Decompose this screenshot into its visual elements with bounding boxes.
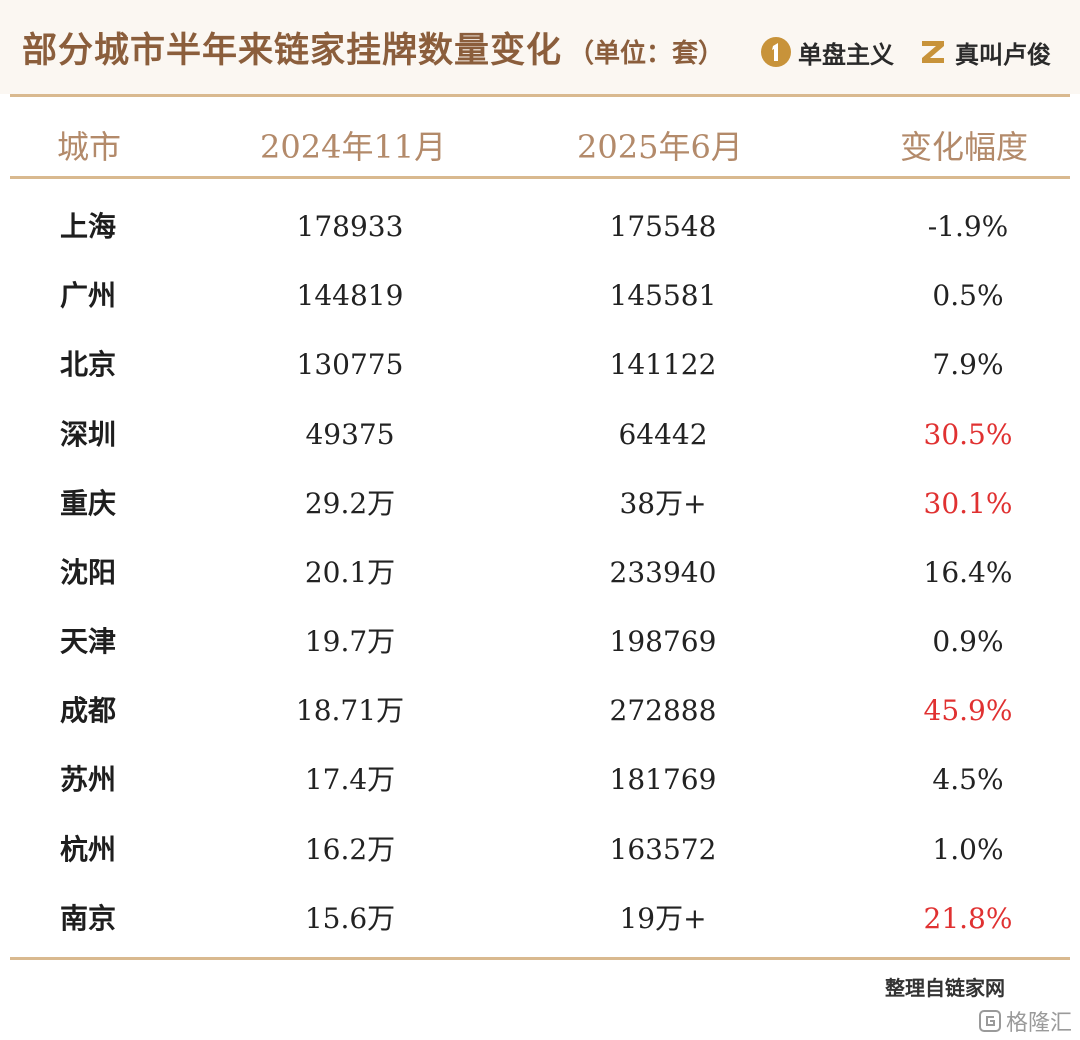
table-row: 北京 130775 141122 7.9% bbox=[0, 340, 1080, 390]
cell-nov: 144819 bbox=[296, 279, 404, 312]
cell-jun: 175548 bbox=[609, 210, 717, 243]
cell-change: 30.1% bbox=[923, 487, 1013, 520]
cell-jun: 19万+ bbox=[619, 902, 707, 935]
brand-danpanzhuyi: 单盘主义 bbox=[760, 32, 894, 72]
column-header-city: 城市 bbox=[57, 128, 122, 166]
cell-change: 21.8% bbox=[923, 902, 1013, 935]
cell-jun: 38万+ bbox=[619, 487, 707, 520]
cell-nov: 19.7万 bbox=[304, 625, 396, 658]
column-header-nov-2024: 2024年11月 bbox=[260, 128, 447, 166]
cell-change: 16.4% bbox=[923, 556, 1013, 589]
source-note: 整理自链家网 bbox=[885, 976, 1005, 1000]
table-header-divider bbox=[10, 176, 1070, 179]
brand-2-label: 真叫卢俊 bbox=[955, 40, 1051, 69]
cell-change: 7.9% bbox=[932, 348, 1004, 381]
number-one-circle-icon bbox=[760, 36, 792, 68]
cell-change: 4.5% bbox=[932, 763, 1004, 796]
column-header-change: 变化幅度 bbox=[900, 128, 1029, 166]
cell-city: 广州 bbox=[60, 279, 117, 312]
cell-change: 30.5% bbox=[923, 418, 1013, 451]
cell-city: 天津 bbox=[60, 625, 117, 658]
cell-change: 1.0% bbox=[932, 833, 1004, 866]
cell-city: 杭州 bbox=[60, 833, 117, 866]
cell-nov: 29.2万 bbox=[304, 487, 396, 520]
cell-city: 成都 bbox=[60, 694, 117, 727]
page-title: 部分城市半年来链家挂牌数量变化 （单位：套） bbox=[22, 26, 724, 79]
cell-jun: 272888 bbox=[609, 694, 717, 727]
table-footer-divider bbox=[10, 957, 1070, 960]
brand-zhenjiaolujun: 真叫卢俊 bbox=[917, 32, 1051, 72]
cell-nov: 178933 bbox=[296, 210, 404, 243]
cell-city: 北京 bbox=[60, 348, 117, 381]
brand-1-label: 单盘主义 bbox=[798, 40, 894, 69]
cell-nov: 130775 bbox=[296, 348, 404, 381]
table-row: 苏州 17.4万 181769 4.5% bbox=[0, 755, 1080, 805]
cell-jun: 233940 bbox=[609, 556, 717, 589]
cell-nov: 20.1万 bbox=[304, 556, 396, 589]
table-row: 南京 15.6万 19万+ 21.8% bbox=[0, 894, 1080, 944]
column-header-jun-2025: 2025年6月 bbox=[577, 128, 743, 166]
table-row: 上海 178933 175548 -1.9% bbox=[0, 202, 1080, 252]
cell-change: -1.9% bbox=[927, 210, 1009, 243]
cell-city: 苏州 bbox=[60, 763, 117, 796]
cell-nov: 18.71万 bbox=[295, 694, 405, 727]
cell-city: 南京 bbox=[60, 902, 117, 935]
cell-nov: 49375 bbox=[305, 418, 395, 451]
unit-label: （单位：套） bbox=[568, 39, 725, 69]
table-row: 重庆 29.2万 38万+ 30.1% bbox=[0, 479, 1080, 529]
header: 部分城市半年来链家挂牌数量变化 （单位：套） 单盘主义 真叫卢俊 bbox=[0, 0, 1080, 94]
cell-change: 45.9% bbox=[923, 694, 1013, 727]
cell-jun: 198769 bbox=[609, 625, 717, 658]
cell-jun: 181769 bbox=[609, 763, 717, 796]
cell-jun: 163572 bbox=[609, 833, 717, 866]
cell-change: 0.9% bbox=[932, 625, 1004, 658]
cell-nov: 17.4万 bbox=[304, 763, 396, 796]
cell-city: 深圳 bbox=[60, 418, 117, 451]
table-row: 天津 19.7万 198769 0.9% bbox=[0, 617, 1080, 667]
title-text: 部分城市半年来链家挂牌数量变化 bbox=[22, 31, 563, 71]
table-row: 成都 18.71万 272888 45.9% bbox=[0, 686, 1080, 736]
cell-change: 0.5% bbox=[932, 279, 1004, 312]
watermark-label: 格隆汇 bbox=[1005, 1011, 1072, 1036]
header-divider bbox=[10, 94, 1070, 97]
cell-nov: 16.2万 bbox=[304, 833, 396, 866]
watermark: 格隆汇 bbox=[978, 1006, 1072, 1036]
table-row: 沈阳 20.1万 233940 16.4% bbox=[0, 548, 1080, 598]
gelonghui-logo-icon bbox=[978, 1009, 1002, 1033]
table-row: 深圳 49375 64442 30.5% bbox=[0, 410, 1080, 460]
cell-nov: 15.6万 bbox=[304, 902, 396, 935]
cell-jun: 141122 bbox=[609, 348, 717, 381]
cell-city: 上海 bbox=[60, 210, 117, 243]
cell-city: 重庆 bbox=[60, 487, 117, 520]
stylized-z-icon bbox=[917, 36, 949, 68]
cell-city: 沈阳 bbox=[60, 556, 117, 589]
table-row: 杭州 16.2万 163572 1.0% bbox=[0, 825, 1080, 875]
cell-jun: 64442 bbox=[618, 418, 708, 451]
cell-jun: 145581 bbox=[609, 279, 717, 312]
table-row: 广州 144819 145581 0.5% bbox=[0, 271, 1080, 321]
